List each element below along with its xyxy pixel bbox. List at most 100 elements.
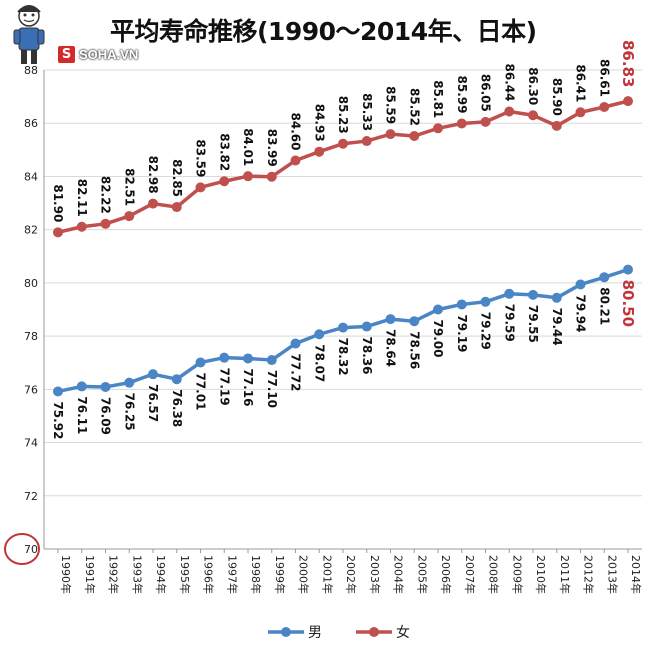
y-tick-label: 74 <box>24 437 38 450</box>
data-label-female: 86.83 <box>619 40 637 87</box>
data-label-male: 79.44 <box>550 308 564 346</box>
data-point-female <box>314 146 325 157</box>
data-point-female <box>148 198 158 209</box>
data-point-female <box>195 182 206 193</box>
y-tick-label: 86 <box>24 117 38 130</box>
data-label-male: 77.01 <box>194 372 208 410</box>
mascot-logo-icon <box>13 5 45 64</box>
x-tick-label: 2005年 <box>415 555 429 594</box>
data-label-female: 82.11 <box>75 179 89 217</box>
legend-marker <box>281 627 291 637</box>
data-label-male: 80.21 <box>597 287 611 325</box>
data-label-male: 76.11 <box>75 396 89 434</box>
data-point-male <box>76 381 87 392</box>
data-label-female: 85.59 <box>384 86 398 124</box>
data-point-female <box>456 118 467 129</box>
data-point-male <box>480 296 491 307</box>
data-label-male: 77.10 <box>265 370 279 408</box>
data-label-male: 76.09 <box>99 397 113 435</box>
x-tick-label: 1997年 <box>225 555 239 594</box>
watermark-text: SOHA.VN <box>79 46 139 62</box>
data-point-male <box>528 289 538 300</box>
data-point-female <box>599 101 610 112</box>
data-label-male: 79.59 <box>502 304 516 342</box>
data-point-female <box>53 227 63 238</box>
data-point-female <box>623 96 633 107</box>
legend-label-female: 女 <box>396 624 410 641</box>
x-tick-label: 1996年 <box>202 555 216 594</box>
x-tick-label: 2001年 <box>320 555 334 594</box>
x-tick-label: 2009年 <box>510 555 524 594</box>
x-tick-label: 2012年 <box>582 555 596 594</box>
data-label-female: 83.59 <box>194 139 208 177</box>
data-label-male: 78.36 <box>360 337 374 375</box>
data-point-male <box>290 338 301 349</box>
data-point-male <box>148 369 158 380</box>
data-point-male <box>456 299 467 310</box>
x-tick-label: 1998年 <box>249 555 263 594</box>
data-label-female: 86.30 <box>526 67 540 105</box>
data-label-male: 77.16 <box>241 368 255 406</box>
data-label-female: 85.90 <box>550 78 564 116</box>
data-point-male <box>171 374 182 385</box>
y-tick-label: 76 <box>24 383 38 396</box>
data-label-female: 82.98 <box>146 156 160 194</box>
data-label-female: 84.01 <box>241 128 255 166</box>
x-tick-label: 1992年 <box>107 555 121 594</box>
y-tick-label: 80 <box>24 277 38 290</box>
data-label-female: 86.41 <box>574 64 588 102</box>
data-label-female: 85.23 <box>336 96 350 134</box>
data-label-female: 83.99 <box>265 129 279 167</box>
soha-logo-icon: S <box>58 45 75 63</box>
data-point-female <box>361 136 372 147</box>
data-label-female: 86.44 <box>502 64 516 102</box>
data-label-male: 79.29 <box>479 312 493 350</box>
data-point-female <box>551 120 562 131</box>
data-point-male <box>53 386 63 397</box>
data-label-female: 82.85 <box>170 159 184 197</box>
data-point-female <box>266 171 277 182</box>
data-label-male: 77.19 <box>217 368 231 406</box>
data-label-female: 85.52 <box>407 88 421 126</box>
legend-marker <box>369 627 379 637</box>
data-label-male: 78.64 <box>384 329 398 367</box>
data-label-male: 76.57 <box>146 384 160 422</box>
data-point-male <box>100 381 111 392</box>
data-label-male: 76.38 <box>170 389 184 427</box>
x-tick-label: 2014年 <box>629 555 643 594</box>
data-point-male <box>575 279 586 290</box>
data-point-male <box>433 304 443 315</box>
data-label-male: 76.25 <box>122 393 136 431</box>
data-label-male: 80.50 <box>619 280 637 327</box>
data-label-female: 82.51 <box>122 168 136 206</box>
data-point-female <box>528 110 538 121</box>
data-point-male <box>623 264 633 275</box>
data-point-female <box>290 155 301 166</box>
x-tick-label: 2010年 <box>534 555 548 594</box>
chart-title: 平均寿命推移(1990〜2014年、日本) <box>110 17 537 46</box>
x-tick-label: 2011年 <box>558 555 572 594</box>
data-point-female <box>433 123 443 134</box>
data-label-male: 79.55 <box>526 305 540 343</box>
data-label-male: 79.00 <box>431 320 445 358</box>
data-point-female <box>480 116 491 127</box>
data-point-male <box>409 316 420 327</box>
y-tick-label: 84 <box>24 170 38 183</box>
watermark: S SOHA.VN <box>58 44 138 64</box>
data-label-female: 85.99 <box>455 76 469 114</box>
data-point-female <box>385 129 396 140</box>
data-label-male: 75.92 <box>51 401 65 439</box>
y-tick-label: 72 <box>24 490 38 503</box>
x-tick-label: 2013年 <box>605 555 619 594</box>
data-label-female: 84.60 <box>289 113 303 151</box>
data-label-male: 77.72 <box>289 354 303 392</box>
data-label-male: 79.94 <box>574 294 588 332</box>
data-point-male <box>243 353 253 364</box>
x-tick-label: 1994年 <box>154 555 168 594</box>
x-tick-label: 2003年 <box>368 555 382 594</box>
y-tick-label: 88 <box>24 64 38 77</box>
data-point-female <box>124 211 135 222</box>
data-point-female <box>219 176 230 187</box>
data-label-female: 84.93 <box>312 104 326 142</box>
y-tick-label: 82 <box>24 224 38 237</box>
